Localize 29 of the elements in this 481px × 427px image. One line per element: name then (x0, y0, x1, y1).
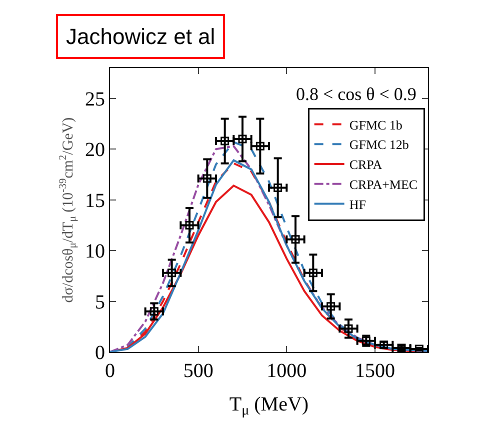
x-tick-label: 500 (183, 360, 214, 382)
x-axis-title: T$_{μ}$ (MeV) (229, 394, 309, 419)
annotation: 0.8 < cos θ < 0.9 (296, 84, 416, 104)
point (344, 324, 353, 333)
y-tick-label: 25 (85, 88, 105, 110)
x-tick-label: 1500 (355, 360, 395, 382)
point (326, 302, 336, 311)
x-tick-label: 1000 (266, 360, 307, 382)
chart-title: Jachowicz et al (66, 24, 216, 49)
y-tick-label: 10 (85, 240, 105, 263)
point (291, 235, 300, 244)
y-tick-label: 15 (85, 190, 105, 212)
point (202, 174, 212, 183)
legend-label: CRPA (349, 157, 383, 172)
point (168, 268, 176, 278)
legend-label: GFMC 1b (349, 117, 402, 132)
point (185, 220, 194, 230)
y-tick-label: 5 (95, 291, 105, 314)
y-tick-label: 0 (95, 342, 105, 364)
y-tick-label: 20 (85, 139, 105, 162)
point (274, 183, 282, 192)
point (308, 268, 318, 278)
point (256, 142, 264, 150)
legend-label: GFMC 12b (349, 137, 409, 152)
point (150, 307, 158, 316)
legend-label: HF (349, 196, 366, 212)
point (238, 134, 247, 144)
legend-label: CRPA+MEC (349, 176, 418, 192)
point (220, 136, 230, 146)
